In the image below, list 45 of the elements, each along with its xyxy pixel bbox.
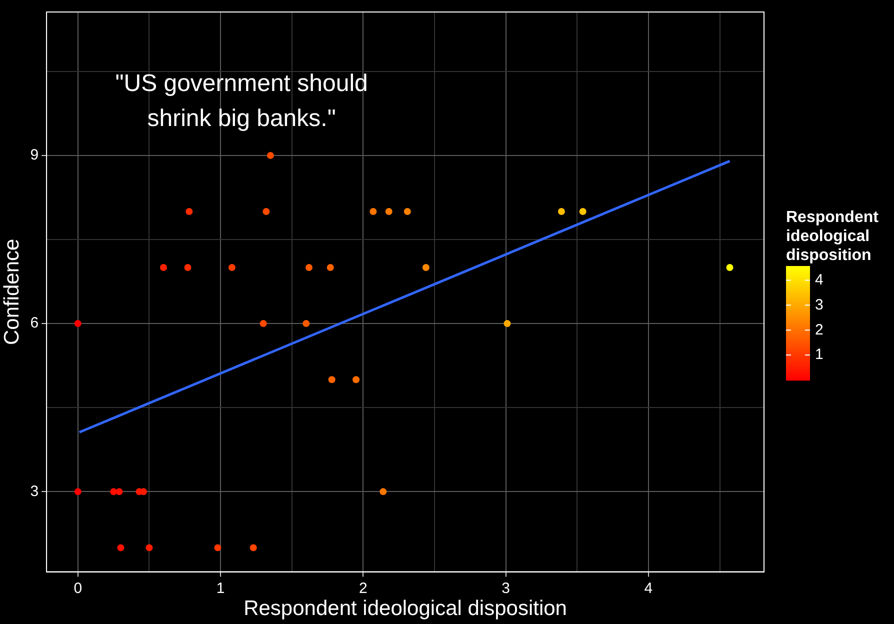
color-bar-label: 2 [815, 321, 824, 338]
annotation: "US government should shrink big banks." [115, 70, 368, 132]
point [579, 208, 586, 215]
point [116, 488, 123, 496]
color-bar-label: 4 [815, 271, 824, 288]
point [266, 152, 274, 159]
point [380, 488, 387, 496]
x-tick-label: 2 [359, 580, 368, 597]
y-tick-label: 6 [30, 314, 39, 332]
point [214, 544, 222, 552]
point [385, 208, 392, 215]
point [504, 320, 511, 328]
point [184, 264, 192, 272]
color-bar-label: 1 [815, 346, 824, 364]
point [558, 208, 565, 215]
y-tick-label: 9 [30, 146, 39, 164]
y-axis-title: Confidence [0, 238, 24, 346]
x-tick-label: 4 [644, 580, 653, 597]
x-tick-label: 3 [502, 580, 510, 597]
point [186, 208, 193, 215]
point [370, 208, 377, 215]
point [328, 376, 336, 384]
point [74, 320, 82, 328]
point [117, 544, 124, 552]
point [352, 376, 360, 384]
point [110, 488, 118, 496]
point [422, 264, 430, 272]
point [404, 208, 411, 215]
point [326, 264, 334, 272]
x-axis-title: Respondent ideological disposition [244, 597, 567, 620]
y-tick-label: 3 [30, 482, 39, 500]
color-bar-label: 3 [815, 296, 824, 314]
x-tick-label: 0 [74, 580, 82, 597]
point [302, 320, 310, 328]
point [74, 488, 82, 496]
point [250, 544, 257, 552]
x-tick-label: 1 [216, 580, 225, 597]
point [146, 544, 153, 552]
point [726, 264, 734, 272]
point [260, 320, 267, 328]
point [228, 264, 236, 272]
point [305, 264, 312, 272]
point [160, 264, 168, 272]
color-bar-title: Respondent ideological disposition [786, 209, 880, 264]
point [262, 208, 270, 215]
